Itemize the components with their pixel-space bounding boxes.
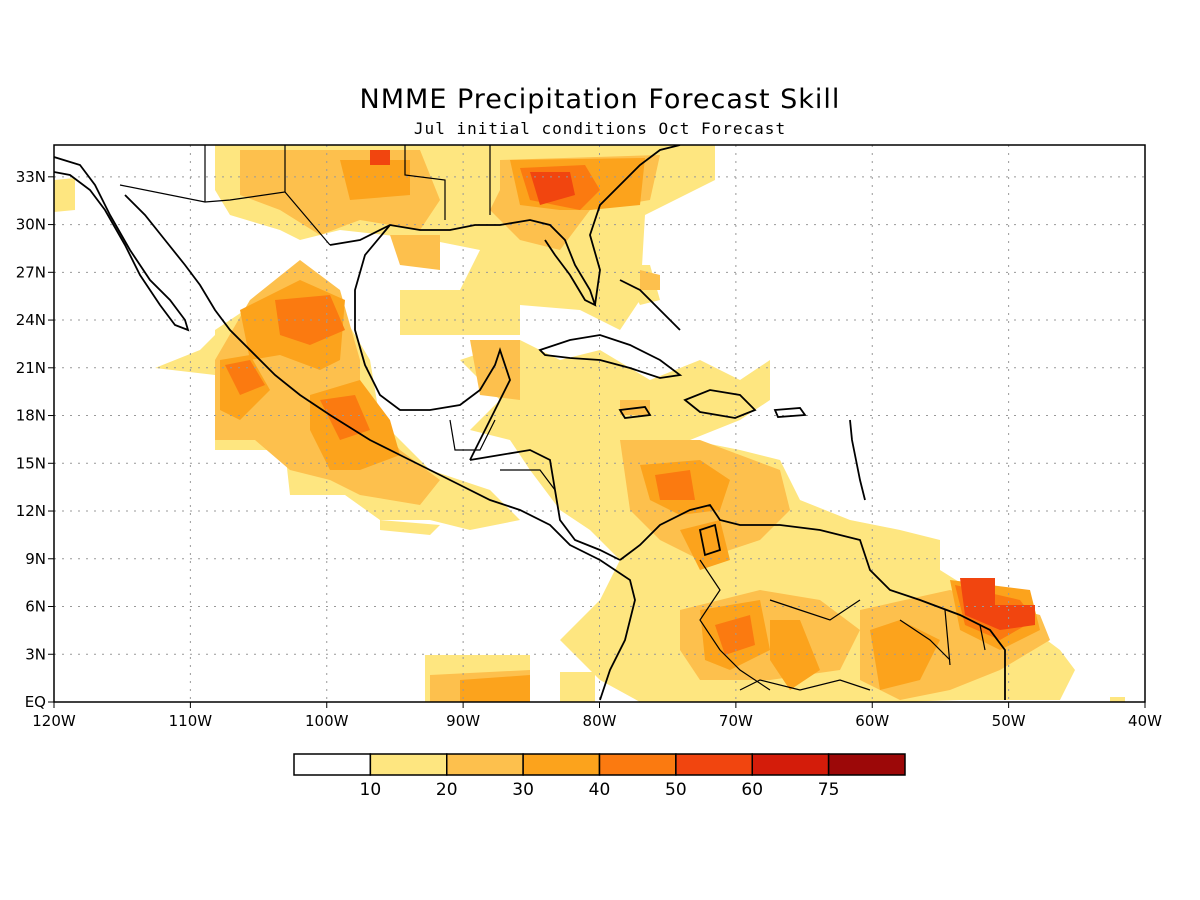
- x-tick-label: 70W: [719, 712, 753, 730]
- y-tick-label: 24N: [16, 311, 46, 329]
- colorbar: 10 20 30 40 50 60 75: [293, 753, 906, 800]
- colorbar-swatch: [293, 753, 372, 776]
- colorbar-label: 75: [818, 780, 840, 800]
- x-tick-label: 90W: [446, 712, 480, 730]
- x-tick-label: 50W: [992, 712, 1026, 730]
- colorbar-label: 10: [360, 780, 382, 800]
- y-tick-label: 18N: [16, 407, 46, 425]
- colorbar-swatch: [369, 753, 448, 776]
- colorbar-swatch: [675, 753, 753, 776]
- colorbar-swatch: [827, 753, 906, 776]
- y-tick-label: 30N: [16, 216, 46, 234]
- country-borders: [119, 145, 986, 691]
- y-tick-label: 33N: [16, 168, 46, 186]
- y-tick-label: 6N: [25, 598, 46, 616]
- colorbar-swatch: [751, 753, 830, 776]
- colorbar-label: 60: [741, 780, 763, 800]
- shade-level-5: [370, 150, 1035, 630]
- y-tick-label: 3N: [25, 645, 46, 663]
- colorbar-label: 50: [665, 780, 687, 800]
- y-tick-label: 21N: [16, 359, 46, 377]
- y-tick-label: 12N: [16, 502, 46, 520]
- y-axis: EQ 3N 6N 9N 12N 15N 18N 21N 24N 27N 30N 33N: [16, 168, 54, 711]
- x-tick-label: 80W: [583, 712, 617, 730]
- colorbar-label: 40: [589, 780, 611, 800]
- x-tick-label: 60W: [855, 712, 889, 730]
- y-tick-label: 15N: [16, 454, 46, 472]
- x-tick-label: 100W: [305, 712, 349, 730]
- skill-shading: [54, 145, 1125, 702]
- y-tick-label: 9N: [25, 550, 46, 568]
- x-tick-label: 110W: [169, 712, 213, 730]
- colorbar-swatch: [522, 753, 601, 776]
- y-tick-label: EQ: [25, 693, 46, 711]
- x-tick-label: 40W: [1128, 712, 1162, 730]
- colorbar-label: 30: [512, 780, 534, 800]
- x-tick-label: 120W: [32, 712, 76, 730]
- x-axis: 120W 110W 100W 90W 80W 70W 60W 50W 40W: [32, 702, 1162, 730]
- colorbar-swatch: [598, 753, 677, 776]
- map-title: NMME Precipitation Forecast Skill: [359, 84, 841, 115]
- map-subtitle: Jul initial conditions Oct Forecast: [413, 119, 787, 138]
- colorbar-label: 20: [436, 780, 458, 800]
- y-tick-label: 27N: [16, 263, 46, 281]
- colorbar-swatch: [446, 753, 524, 776]
